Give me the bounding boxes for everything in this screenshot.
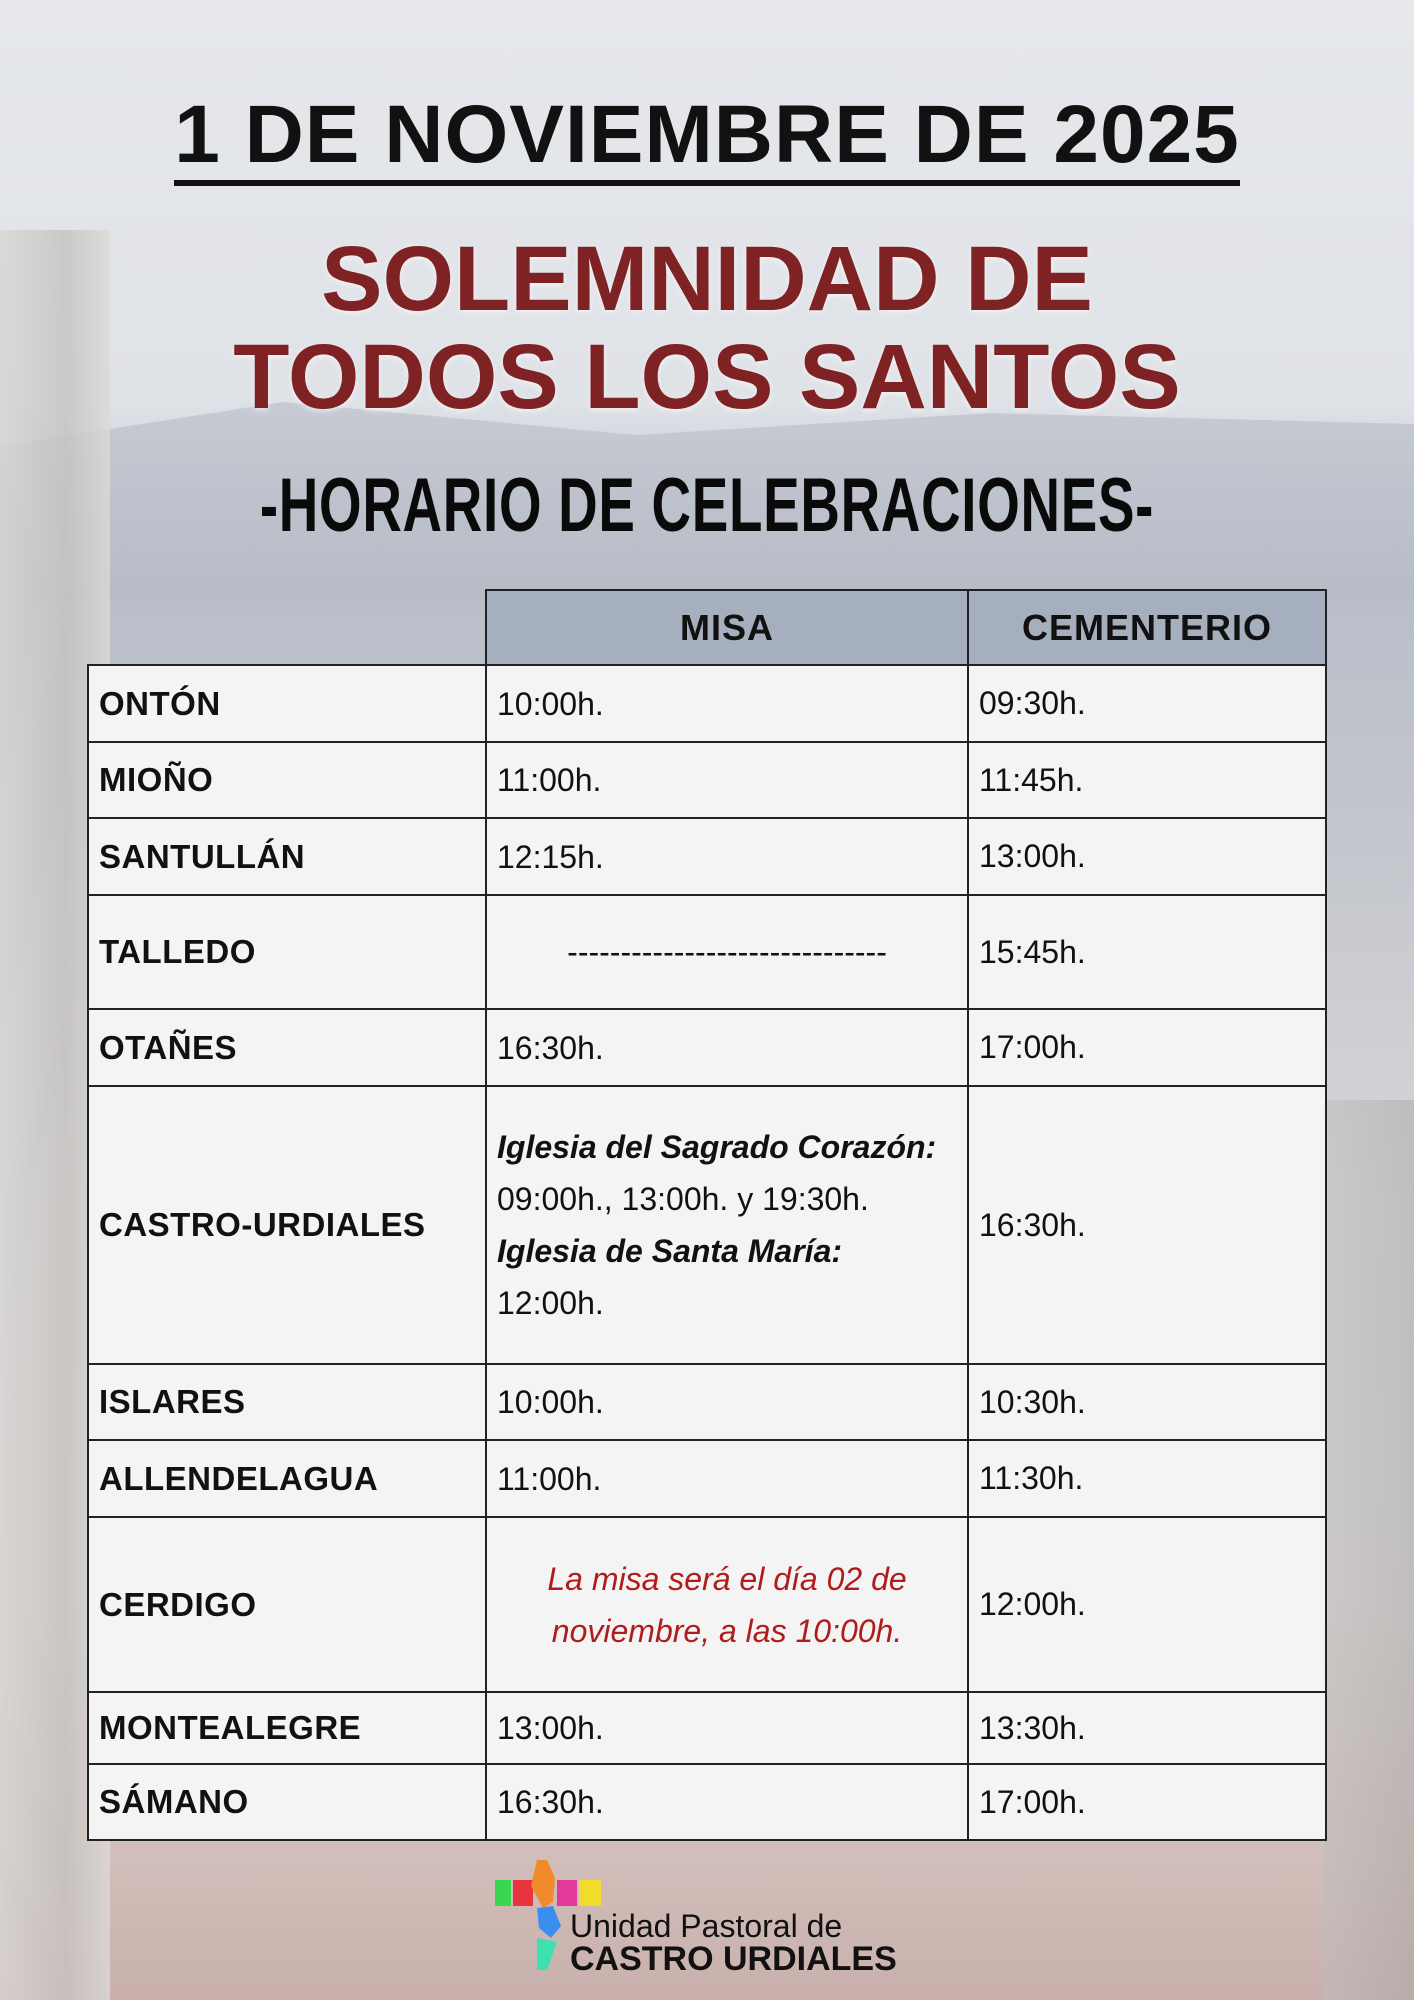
logo-line2: CASTRO URDIALES xyxy=(570,1940,897,1978)
table-row: OTAÑES 16:30h. 17:00h. xyxy=(87,1008,1327,1087)
misa-cell: 11:00h. xyxy=(485,741,969,819)
misa-cell: La misa será el día 02 de noviembre, a l… xyxy=(485,1516,969,1693)
background-hills xyxy=(0,402,1414,600)
table-row: CERDIGO La misa será el día 02 de noviemb… xyxy=(87,1516,1327,1693)
date-heading: 1 DE NOVIEMBRE DE 2025 xyxy=(0,88,1414,186)
place-cell: MIOÑO xyxy=(87,741,487,819)
misa-cell: ------------------------------ xyxy=(485,894,969,1010)
column-header-cementerio: CEMENTERIO xyxy=(967,589,1327,666)
cementerio-cell: 13:00h. xyxy=(967,817,1327,896)
table-row: ISLARES 10:00h. 10:30h. xyxy=(87,1363,1327,1441)
cementerio-cell: 16:30h. xyxy=(967,1085,1327,1365)
table-row: MONTEALEGRE 13:00h. 13:30h. xyxy=(87,1691,1327,1765)
subtitle: -HORARIO DE CELEBRACIONES- xyxy=(259,463,1155,548)
table-row: CASTRO-URDIALES Iglesia del Sagrado Coraz… xyxy=(87,1085,1327,1365)
misa-cell: 11:00h. xyxy=(485,1439,969,1518)
cementerio-cell: 10:30h. xyxy=(967,1363,1327,1441)
background-cemetery xyxy=(1324,1100,1414,2000)
place-cell: CASTRO-URDIALES xyxy=(87,1085,487,1365)
table-row: TALLEDO ------------------------------ 15:… xyxy=(87,894,1327,1010)
place-cell: CERDIGO xyxy=(87,1516,487,1693)
column-header-misa: MISA xyxy=(485,589,969,666)
table-row: SÁMANO 16:30h. 17:00h. xyxy=(87,1763,1327,1841)
cementerio-cell: 09:30h. xyxy=(967,664,1327,743)
place-cell: SÁMANO xyxy=(87,1763,487,1841)
cementerio-cell: 11:45h. xyxy=(967,741,1327,819)
schedule-table: MISA CEMENTERIO ONTÓN 10:00h. 09:30h. MIOÑO… xyxy=(87,589,1327,1841)
cementerio-cell: 17:00h. xyxy=(967,1763,1327,1841)
logo: Unidad Pastoral de CASTRO URDIALES xyxy=(495,1858,935,1978)
cementerio-cell: 17:00h. xyxy=(967,1008,1327,1087)
misa-cell: 16:30h. xyxy=(485,1008,969,1087)
table-row: MIOÑO 11:00h. 11:45h. xyxy=(87,741,1327,819)
place-cell: ONTÓN xyxy=(87,664,487,743)
misa-cell: 13:00h. xyxy=(485,1691,969,1765)
place-cell: ISLARES xyxy=(87,1363,487,1441)
place-cell: MONTEALEGRE xyxy=(87,1691,487,1765)
cross-logo-icon xyxy=(495,1860,601,1970)
table-row: SANTULLÁN 12:15h. 13:00h. xyxy=(87,817,1327,896)
cementerio-cell: 12:00h. xyxy=(967,1516,1327,1693)
cementerio-cell: 15:45h. xyxy=(967,894,1327,1010)
place-cell: ALLENDELAGUA xyxy=(87,1439,487,1518)
table-row: ALLENDELAGUA 11:00h. 11:30h. xyxy=(87,1439,1327,1518)
logo-line1: Unidad Pastoral de xyxy=(570,1908,843,1944)
cementerio-cell: 13:30h. xyxy=(967,1691,1327,1765)
misa-cell: 10:00h. xyxy=(485,1363,969,1441)
misa-cell: 12:15h. xyxy=(485,817,969,896)
cementerio-cell: 11:30h. xyxy=(967,1439,1327,1518)
table-row: ONTÓN 10:00h. 09:30h. xyxy=(87,664,1327,743)
corner-cell xyxy=(88,590,486,666)
misa-cell: Iglesia del Sagrado Corazón: 09:00h., 13… xyxy=(485,1085,969,1365)
misa-cell: 10:00h. xyxy=(485,664,969,743)
misa-cell: 16:30h. xyxy=(485,1763,969,1841)
title: SOLEMNIDAD DE TODOS LOS SANTOS xyxy=(233,228,1181,428)
place-cell: OTAÑES xyxy=(87,1008,487,1087)
place-cell: TALLEDO xyxy=(87,894,487,1010)
place-cell: SANTULLÁN xyxy=(87,817,487,896)
